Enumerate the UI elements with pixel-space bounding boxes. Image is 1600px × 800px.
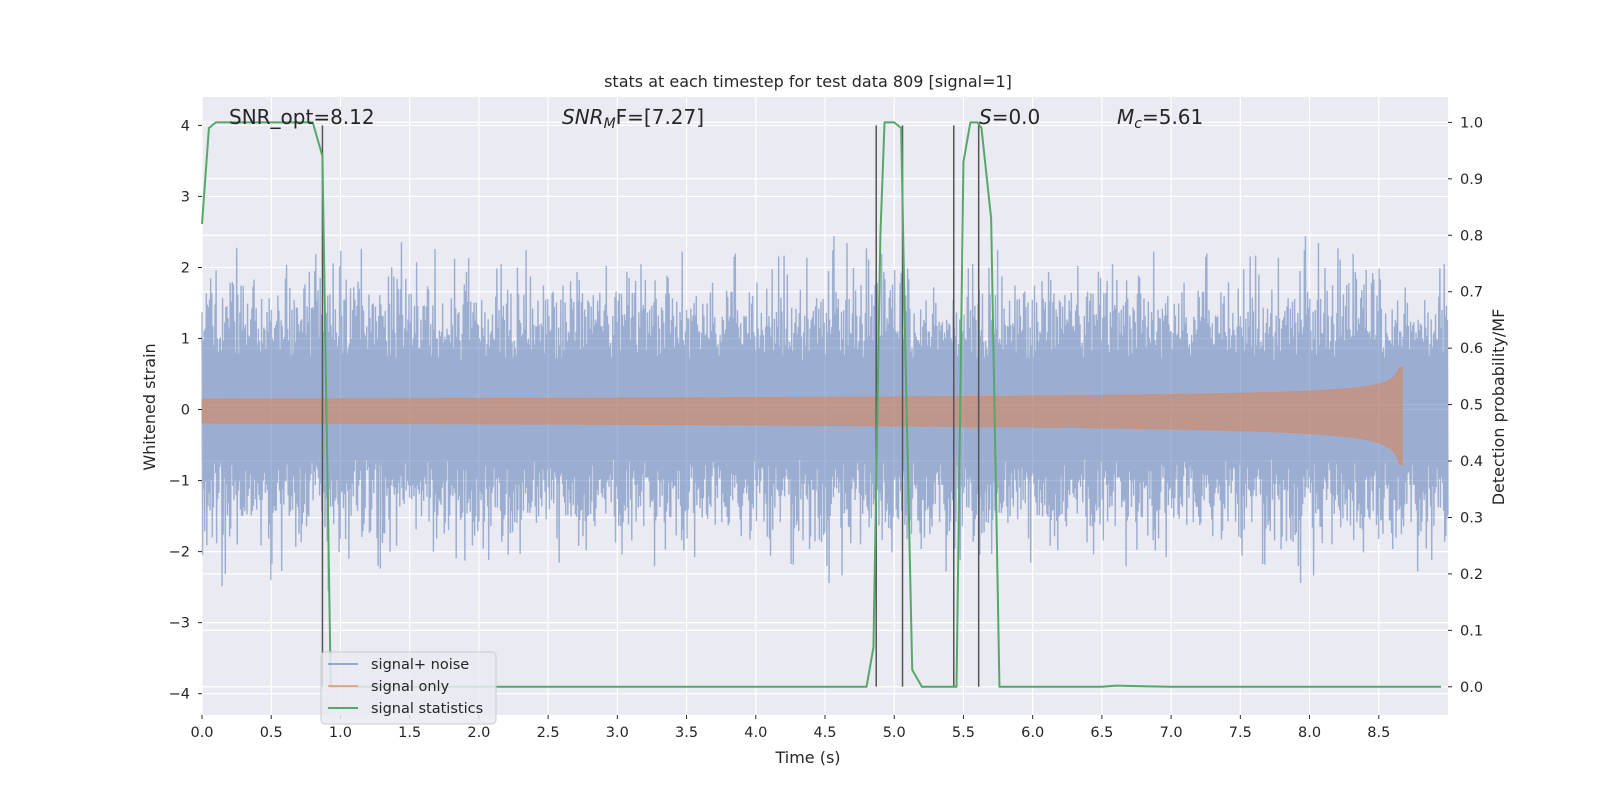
legend-label-statistics: signal statistics: [371, 701, 483, 717]
y2-tick-label-9: 0.9: [1460, 172, 1483, 188]
chart-title: stats at each timestep for test data 809…: [604, 72, 1012, 91]
x-tick-label-17: 8.5: [1367, 725, 1390, 741]
y2-tick-label-2: 0.2: [1460, 567, 1483, 583]
y2-tick-label-5: 0.5: [1460, 398, 1483, 414]
y2-tick-label-4: 0.4: [1460, 454, 1483, 470]
x-tick-label-15: 7.5: [1229, 725, 1252, 741]
y-axis-label: Whitened strain: [140, 343, 159, 470]
x-tick-label-14: 7.0: [1160, 725, 1183, 741]
y2-tick-label-7: 0.7: [1460, 285, 1483, 301]
x-tick-label-1: 0.5: [260, 725, 283, 741]
x-tick-label-3: 1.5: [398, 725, 421, 741]
y-tick-label-6: 2: [181, 260, 190, 276]
y2-tick-label-1: 0.1: [1460, 623, 1483, 639]
y-tick-label-2: −2: [169, 545, 190, 561]
y-tick-label-7: 3: [181, 189, 190, 205]
signal-statistics-series: [201, 121, 1442, 688]
x-axis-label: Time (s): [774, 748, 840, 767]
x-tick-label-8: 4.0: [744, 725, 767, 741]
signal-noise-line: [201, 236, 1449, 591]
annotation-snr-opt: SNR_opt=8.12: [229, 105, 375, 129]
x-tick-label-13: 6.5: [1090, 725, 1113, 741]
legend-label-noise: signal+ noise: [371, 657, 469, 673]
annotation-snr-mf: SNRMF=[7.27]: [562, 105, 704, 132]
y2-axis-label: Detection probability/MF: [1489, 309, 1508, 506]
y-tick-label-5: 1: [181, 332, 190, 348]
x-tick-label-7: 3.5: [675, 725, 698, 741]
signal-statistics-line: [201, 121, 1442, 688]
y2-tick-label-3: 0.3: [1460, 510, 1483, 526]
signal-noise-series: [201, 236, 1449, 591]
x-tick-label-6: 3.0: [606, 725, 629, 741]
signal-only-envelope: [201, 366, 1403, 466]
x-tick-label-5: 2.5: [537, 725, 560, 741]
y-tick-label-8: 4: [181, 118, 190, 134]
x-tick-label-10: 5.0: [883, 725, 906, 741]
ticks: 0.0 0.5 1.0 1.5 2.0 2.5 3.0 3.5 4.0 4.5 5.0 5.5 6.0 6…: [169, 115, 1483, 741]
y2-tick-label-8: 0.8: [1460, 228, 1483, 244]
y-tick-label-3: −1: [169, 474, 190, 490]
y2-tick-label-0: 0.0: [1460, 680, 1483, 696]
x-tick-label-16: 8.0: [1298, 725, 1321, 741]
x-tick-label-11: 5.5: [952, 725, 975, 741]
x-tick-label-2: 1.0: [329, 725, 352, 741]
legend-box: [320, 651, 497, 725]
y2-tick-label-10: 1.0: [1460, 115, 1483, 131]
x-tick-label-0: 0.0: [190, 725, 213, 741]
x-tick-label-12: 6.0: [1021, 725, 1044, 741]
y2-tick-label-6: 0.6: [1460, 341, 1483, 357]
legend: signal+ noise signal only signal statist…: [320, 651, 497, 725]
y-tick-label-4: 0: [181, 403, 190, 419]
legend-label-signal: signal only: [371, 679, 450, 695]
annotation-s: S=0.0: [979, 105, 1040, 129]
x-tick-label-4: 2.0: [467, 725, 490, 741]
signal-only-series: [201, 366, 1403, 466]
x-tick-label-9: 4.5: [813, 725, 836, 741]
vertical-markers: [321, 125, 980, 687]
y-tick-label-1: −3: [169, 616, 190, 632]
annotation-mc: Mc=5.61: [1117, 105, 1203, 132]
y-tick-label-0: −4: [169, 687, 190, 703]
